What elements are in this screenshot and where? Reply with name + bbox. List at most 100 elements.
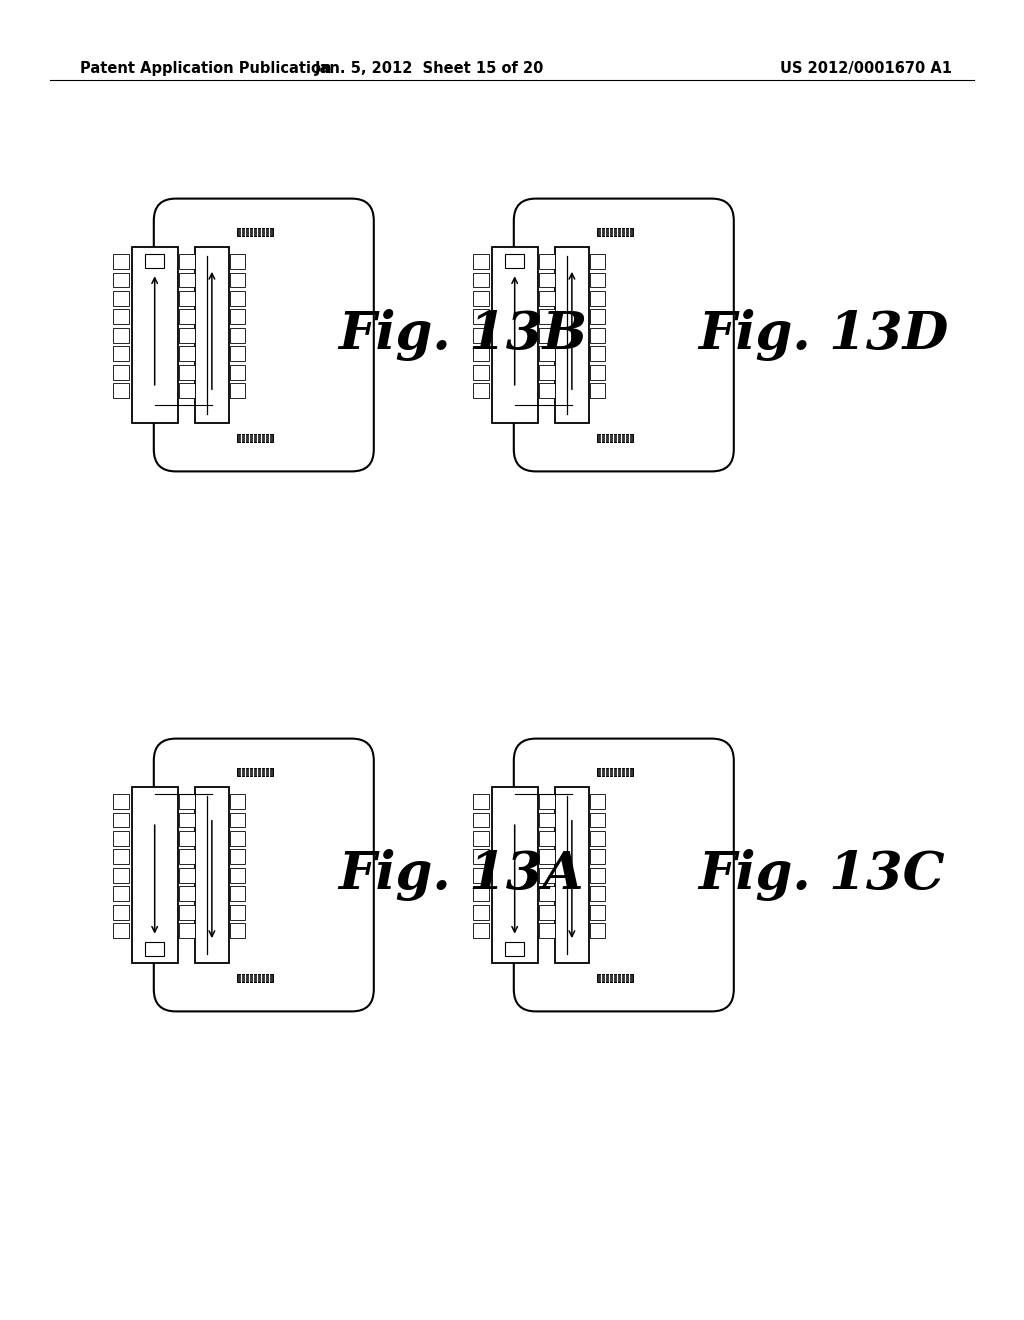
Bar [591,832,604,846]
Bar [473,850,489,865]
Bar [540,850,555,865]
Bar [230,924,245,939]
Bar [230,309,245,325]
Bar [114,309,129,325]
Bar [540,924,555,939]
Bar [237,768,273,776]
Bar [540,364,555,380]
Bar [230,290,245,306]
Text: Jan. 5, 2012  Sheet 15 of 20: Jan. 5, 2012 Sheet 15 of 20 [315,61,545,75]
Bar [540,253,555,269]
Bar [597,974,634,982]
Bar [540,290,555,306]
Bar [145,253,165,268]
Bar [179,290,196,306]
Bar [505,253,524,268]
Bar [555,787,589,964]
Bar [230,795,245,809]
Bar [473,383,489,399]
Bar [114,795,129,809]
Bar [114,813,129,828]
Bar [473,887,489,902]
Bar [597,433,634,442]
Text: Fig. 13A: Fig. 13A [339,849,584,902]
Text: Fig. 13C: Fig. 13C [698,849,945,902]
Bar [114,906,129,920]
Bar [179,832,196,846]
Bar [591,813,604,828]
FancyBboxPatch shape [514,739,734,1011]
Bar [230,253,245,269]
Bar [114,346,129,362]
Bar [179,346,196,362]
Bar [473,253,489,269]
Bar [591,924,604,939]
Bar [132,247,177,422]
Bar [237,974,273,982]
Bar [237,227,273,236]
Bar [230,850,245,865]
Bar [179,309,196,325]
Bar [230,364,245,380]
Bar [591,795,604,809]
Bar [179,869,196,883]
Bar [473,327,489,343]
Bar [591,309,604,325]
Bar [473,272,489,288]
Bar [114,383,129,399]
Bar [230,887,245,902]
Bar [473,364,489,380]
Bar [591,272,604,288]
Bar [114,869,129,883]
Bar [591,850,604,865]
Bar [230,327,245,343]
Bar [473,309,489,325]
Bar [114,832,129,846]
Text: Patent Application Publication: Patent Application Publication [80,61,332,75]
Bar [597,768,634,776]
Bar [540,813,555,828]
Bar [591,887,604,902]
FancyBboxPatch shape [154,739,374,1011]
Bar [473,290,489,306]
Bar [540,327,555,343]
Bar [540,309,555,325]
Bar [540,383,555,399]
Bar [179,887,196,902]
Bar [591,364,604,380]
Bar [540,906,555,920]
Bar [179,253,196,269]
Bar [591,383,604,399]
Text: Fig. 13B: Fig. 13B [339,309,588,360]
Bar [505,942,524,956]
FancyBboxPatch shape [154,198,374,471]
Bar [114,253,129,269]
Bar [114,290,129,306]
Bar [196,787,228,964]
Bar [179,813,196,828]
Bar [540,346,555,362]
Bar [179,272,196,288]
Bar [540,832,555,846]
Bar [492,787,538,964]
Bar [473,869,489,883]
Bar [540,869,555,883]
Bar [179,364,196,380]
Text: US 2012/0001670 A1: US 2012/0001670 A1 [780,61,952,75]
Bar [179,327,196,343]
Bar [230,869,245,883]
Bar [492,247,538,422]
Bar [132,787,177,964]
Bar [473,924,489,939]
Bar [540,795,555,809]
Bar [473,906,489,920]
Bar [591,906,604,920]
Bar [114,272,129,288]
Bar [179,924,196,939]
Bar [230,832,245,846]
Text: Fig. 13D: Fig. 13D [698,309,949,360]
Bar [196,247,228,422]
Bar [473,346,489,362]
Bar [591,327,604,343]
Bar [114,850,129,865]
